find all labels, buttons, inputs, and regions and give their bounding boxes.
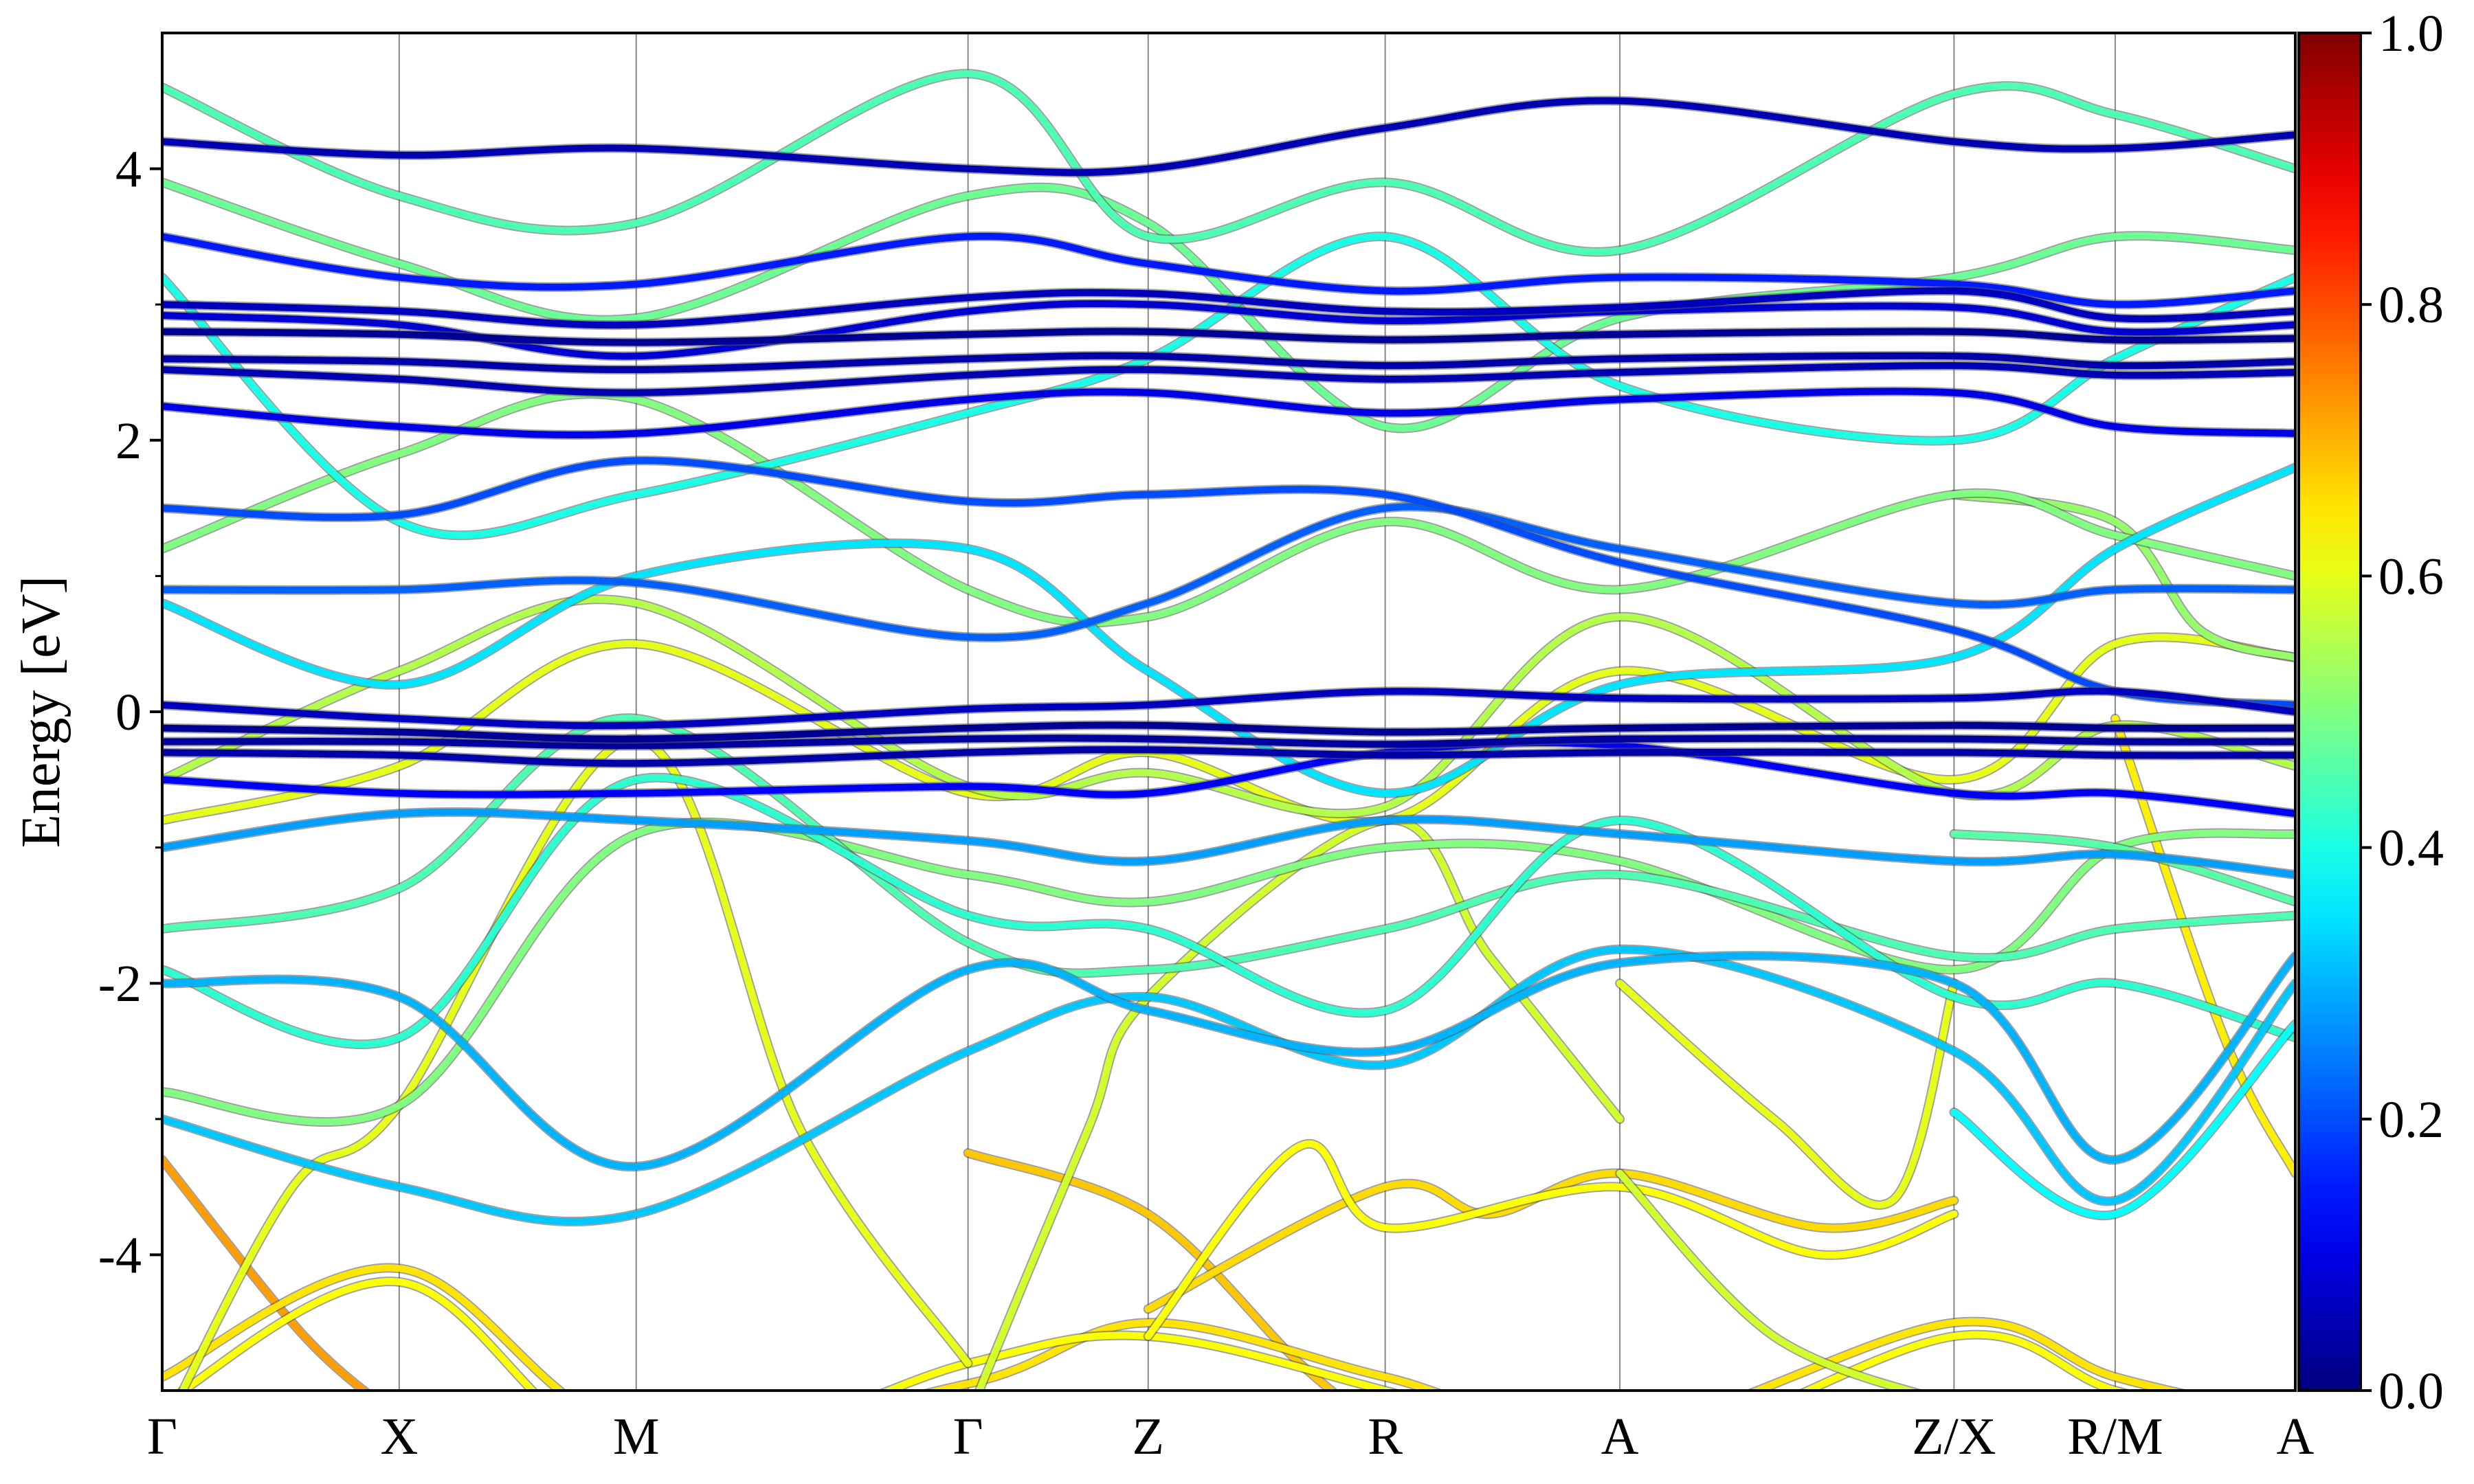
- y-tick-label: -4: [98, 1226, 142, 1284]
- colorbar: [2297, 32, 2362, 1392]
- band-line: [162, 457, 2295, 709]
- band-line-outline: [974, 815, 1625, 1391]
- band-line-outline: [162, 817, 2295, 1127]
- band-line: [177, 1278, 2129, 1391]
- band-line: [1950, 830, 2295, 906]
- band-line: [162, 362, 2295, 396]
- band-line: [162, 70, 2295, 256]
- band-line: [1144, 1140, 1958, 1340]
- band-line: [162, 809, 2295, 879]
- x-tick-label: A: [2277, 1408, 2315, 1465]
- band-line: [162, 596, 2295, 818]
- band-line: [162, 952, 2295, 1171]
- colorbar-tick-label: 1.0: [2378, 5, 2444, 63]
- band-line: [162, 232, 2295, 308]
- band-line: [975, 816, 1624, 1391]
- band-line-outline: [1615, 1168, 1926, 1391]
- colorbar-ticks: 0.0 0.2 0.4 0.6 0.8 1.0: [2361, 5, 2444, 1420]
- band-line-outline: [2110, 713, 2295, 1178]
- x-tick-label: M: [613, 1408, 660, 1465]
- band-line: [162, 818, 2295, 1125]
- band-line: [162, 734, 2295, 750]
- y-tick-label: 0: [115, 684, 142, 741]
- band-line: [162, 352, 2295, 374]
- y-axis-label: Energy [eV]: [11, 576, 71, 848]
- y-tick-label: 2: [115, 412, 142, 470]
- x-tick-label: Z: [1133, 1408, 1164, 1465]
- band-line: [162, 1156, 370, 1391]
- y-axis-ticks: 4 2 0 -2 -4: [98, 141, 162, 1284]
- y-tick-label: -2: [98, 955, 142, 1013]
- band-line: [162, 503, 2295, 641]
- band-line: [1616, 1169, 1921, 1391]
- band-lines: [162, 69, 2295, 1391]
- y-tick-label: 4: [115, 141, 142, 199]
- x-axis-ticks: Γ X M Γ Z R A Z/X R/M A: [147, 1408, 2315, 1465]
- band-line: [1616, 980, 1958, 1208]
- band-line: [162, 387, 2295, 439]
- band-line: [162, 721, 2295, 743]
- band-line: [162, 300, 2295, 360]
- colorbar-tick-label: 0.4: [2378, 820, 2444, 877]
- x-tick-label: Z/X: [1912, 1408, 1996, 1465]
- band-line: [162, 287, 2295, 329]
- band-line: [162, 739, 2295, 818]
- colorbar-tick-label: 0.6: [2378, 548, 2444, 605]
- colorbar-tick-label: 0.8: [2378, 276, 2444, 334]
- band-line: [162, 390, 2295, 627]
- colorbar-tick-label: 0.2: [2378, 1091, 2444, 1149]
- x-tick-label: R: [1368, 1408, 1403, 1465]
- band-line: [162, 687, 2295, 730]
- band-line-outline: [162, 95, 2295, 178]
- x-tick-label: R/M: [2067, 1408, 2163, 1465]
- band-line: [2111, 715, 2295, 1177]
- x-tick-label: A: [1601, 1408, 1639, 1465]
- band-line: [162, 746, 2295, 767]
- x-tick-label: X: [380, 1408, 418, 1465]
- band-line-outline: [1615, 978, 1959, 1210]
- x-tick-label: Γ: [953, 1408, 983, 1465]
- band-line: [162, 328, 2295, 346]
- band-line: [162, 97, 2295, 177]
- band-line: [1950, 1020, 2295, 1219]
- band-line: [162, 1264, 2185, 1391]
- x-tick-label: Γ: [147, 1408, 177, 1465]
- band-line-outline: [162, 502, 2295, 642]
- colorbar-tick-label: 0.0: [2378, 1362, 2444, 1420]
